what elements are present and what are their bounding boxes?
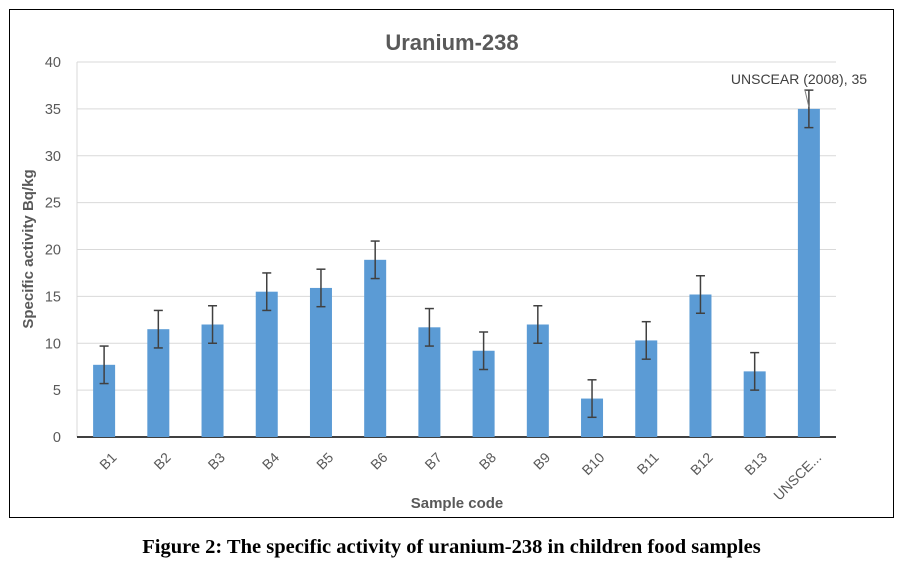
x-axis-label: Sample code xyxy=(411,495,504,512)
x-tick-label: B13 xyxy=(741,449,770,478)
error-bar xyxy=(99,345,109,385)
gridlines xyxy=(76,61,836,438)
error-bar xyxy=(587,379,597,419)
y-tick-label: 35 xyxy=(45,102,61,118)
x-tick-label: B2 xyxy=(150,449,174,473)
x-tick-label: UNSCE... xyxy=(770,449,824,503)
y-tick-label: 0 xyxy=(53,430,61,446)
figure-caption: Figure 2: The specific activity of urani… xyxy=(142,536,761,558)
bar xyxy=(689,294,712,437)
x-tick-label: B4 xyxy=(259,449,283,473)
error-bar xyxy=(316,268,326,308)
bar xyxy=(472,350,495,437)
x-tick-label: B5 xyxy=(313,449,337,473)
bar xyxy=(93,364,116,437)
error-bars xyxy=(99,89,814,419)
annotation-label: UNSCEAR (2008), 35 xyxy=(731,71,867,87)
y-axis-label: Specific activity Bq/kg xyxy=(20,169,37,328)
y-tick-label: 5 xyxy=(53,383,61,399)
y-tick-label: 20 xyxy=(45,243,61,259)
error-bar xyxy=(153,309,163,349)
y-tick-label: 25 xyxy=(45,196,61,212)
bar-chart: Uranium-238 Specific activity Bq/kg Samp… xyxy=(20,30,867,512)
y-tick-label: 10 xyxy=(45,336,61,352)
error-bar xyxy=(424,307,434,347)
error-bar xyxy=(208,305,218,344)
x-tick-label: B10 xyxy=(579,449,608,478)
x-tick-label: B1 xyxy=(96,449,120,473)
bar xyxy=(743,371,766,437)
x-tick-label: B6 xyxy=(367,449,391,473)
annotation-leader xyxy=(804,89,810,107)
x-tick-label: B8 xyxy=(476,449,500,473)
y-tick-label: 30 xyxy=(45,149,61,165)
bar xyxy=(147,329,170,437)
error-bar xyxy=(750,351,760,391)
y-tick-label: 40 xyxy=(45,55,61,71)
bar xyxy=(364,259,387,437)
bar xyxy=(418,327,441,437)
bar xyxy=(797,108,820,437)
x-tick-label: B9 xyxy=(530,449,554,473)
bar xyxy=(526,324,549,437)
x-tick-label: B3 xyxy=(205,449,229,473)
bar xyxy=(309,287,332,437)
error-bar xyxy=(533,305,543,344)
error-bar xyxy=(479,331,489,371)
bar xyxy=(201,324,224,437)
y-tick-label: 15 xyxy=(45,289,61,305)
chart-title: Uranium-238 xyxy=(385,30,518,55)
error-bar xyxy=(262,272,272,312)
error-bar xyxy=(641,320,651,360)
bars xyxy=(93,108,820,437)
x-tick-label: B7 xyxy=(421,449,445,473)
annotation: UNSCEAR (2008), 35 xyxy=(731,71,867,107)
error-bar xyxy=(804,89,814,129)
bar xyxy=(635,340,658,437)
bar xyxy=(255,291,278,437)
x-tick-label: B11 xyxy=(634,449,662,477)
x-tick-label: B12 xyxy=(687,449,716,478)
error-bar xyxy=(695,275,705,314)
error-bar xyxy=(370,240,380,280)
